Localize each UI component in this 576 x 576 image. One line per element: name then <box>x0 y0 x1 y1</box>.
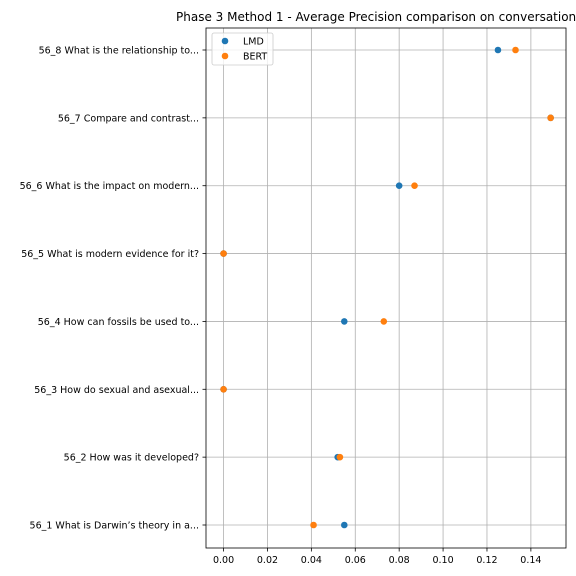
x-tick-label: 0.10 <box>432 555 453 566</box>
y-tick-label: 56_6 What is the impact on modern... <box>20 181 199 192</box>
data-point-lmd <box>341 318 348 325</box>
axis-ticks: 0.00 0.02 0.04 0.06 0.08 0.10 0.12 0.14 56_1 Wha… <box>20 46 542 567</box>
data-point-bert <box>220 250 227 257</box>
legend-marker-bert <box>222 53 229 60</box>
y-tick-label: 56_5 What is modern evidence for it? <box>21 249 199 260</box>
chart-title: Phase 3 Method 1 - Average Precision com… <box>176 10 576 24</box>
legend: LMD BERT <box>212 33 273 65</box>
plot-frame <box>206 28 566 548</box>
grid <box>206 28 566 548</box>
y-tick-label: 56_7 Compare and contrast... <box>58 113 199 124</box>
data-point-bert <box>220 386 227 393</box>
x-tick-label: 0.00 <box>213 555 234 566</box>
data-point-bert <box>411 182 418 189</box>
x-tick-label: 0.14 <box>520 555 541 566</box>
legend-label-bert: BERT <box>243 52 267 63</box>
y-tick-label: 56_4 How can fossils be used to... <box>38 317 199 328</box>
y-tick-label: 56_3 How do sexual and asexual... <box>34 385 199 396</box>
data-point-bert <box>547 115 554 122</box>
y-tick-label: 56_1 What is Darwin’s theory in a... <box>30 521 199 532</box>
x-tick-label: 0.04 <box>301 555 322 566</box>
legend-marker-lmd <box>222 38 229 45</box>
data-point-bert <box>337 454 344 461</box>
y-tick-label: 56_2 How was it developed? <box>64 453 199 464</box>
data-point-lmd <box>341 522 348 529</box>
data-point-lmd <box>396 182 403 189</box>
x-tick-label: 0.12 <box>476 555 497 566</box>
data-point-bert <box>310 522 317 529</box>
y-tick-label: 56_8 What is the relationship to... <box>39 46 199 57</box>
data-point-lmd <box>495 47 502 54</box>
x-tick-label: 0.06 <box>345 555 366 566</box>
data-point-bert <box>381 318 388 325</box>
x-tick-label: 0.02 <box>257 555 278 566</box>
data-point-bert <box>512 47 519 54</box>
x-tick-label: 0.08 <box>389 555 410 566</box>
legend-label-lmd: LMD <box>243 37 264 48</box>
data-points <box>220 47 554 529</box>
